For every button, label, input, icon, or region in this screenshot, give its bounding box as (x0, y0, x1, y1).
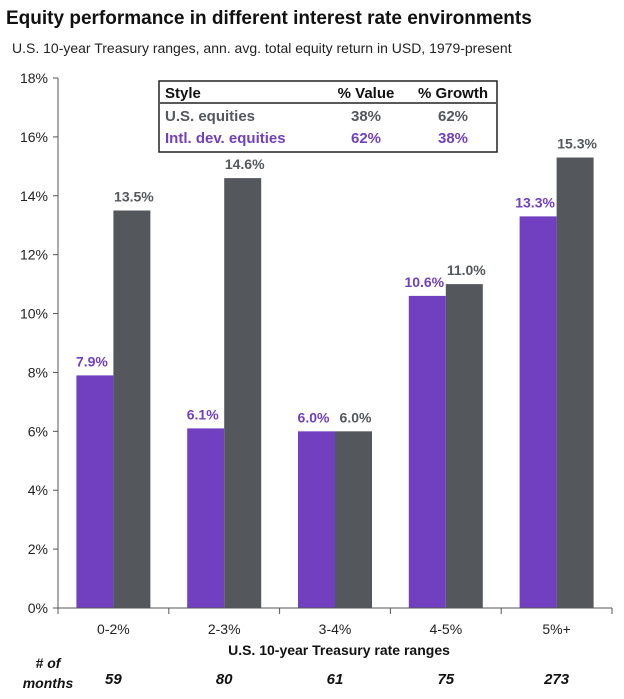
y-tick-label: 12% (20, 247, 48, 263)
style-table: Style % Value % Growth U.S. equities 38%… (158, 80, 498, 153)
x-category-label: 4-5% (429, 621, 462, 637)
data-label-growth: 15.3% (557, 136, 597, 152)
style-table-row-intl-value: 62% (351, 130, 381, 147)
data-label-growth: 11.0% (447, 262, 486, 278)
months-value: 273 (543, 671, 570, 688)
style-table-row-us-value: 38% (351, 108, 381, 125)
data-label-value: 13.3% (515, 194, 555, 210)
y-tick-label: 4% (28, 482, 48, 498)
style-table-border (158, 80, 498, 153)
bars: 7.9% 13.5% 6.1% 14.6% 6.0% 6.0% 10.6%11.0% 13.3… (76, 136, 597, 608)
y-axis: 0% 2% 4% 6% 8% 10% 12% 14% 16% 18% (20, 70, 59, 616)
months-value: 80 (216, 671, 233, 688)
x-category-label: 5%+ (542, 621, 570, 637)
style-table-row-intl-style: Intl. dev. equities (165, 130, 286, 147)
months-row: # of months 59 80 61 75 273 (23, 655, 570, 691)
y-tick-label: 6% (28, 423, 48, 439)
data-label-value: 6.0% (298, 409, 330, 425)
x-axis-label: U.S. 10-year Treasury rate ranges (228, 642, 450, 658)
y-tick-label: 2% (28, 541, 48, 557)
bar-growth (335, 431, 372, 608)
x-axis: 0-2% 2-3% 3-4% 4-5% 5%+ (57, 607, 613, 637)
x-category-label: 0-2% (97, 621, 130, 637)
bar-growth (556, 157, 594, 608)
bar-value (76, 375, 114, 608)
bar-growth (445, 284, 483, 608)
months-value: 59 (105, 671, 122, 688)
y-tick-label: 16% (20, 129, 48, 145)
style-table-header-growth: % Growth (418, 85, 488, 102)
bar-value (187, 428, 225, 608)
data-label-value: 10.6% (404, 274, 444, 290)
y-tick-label: 18% (20, 70, 48, 86)
months-value: 75 (437, 671, 454, 688)
x-category-label: 3-4% (319, 621, 352, 637)
style-table-row-intl-growth: 38% (438, 130, 468, 147)
bar-growth (224, 178, 262, 608)
months-label-line2: months (23, 675, 74, 691)
y-tick-label: 0% (28, 600, 48, 616)
y-tick-label: 14% (20, 188, 48, 204)
data-label-growth: 14.6% (225, 156, 265, 172)
chart-title: Equity performance in different interest… (6, 8, 532, 29)
months-value: 61 (327, 671, 344, 688)
x-category-label: 2-3% (208, 621, 241, 637)
style-table-row-us-growth: 62% (438, 108, 468, 125)
data-label-growth: 6.0% (340, 409, 372, 425)
y-tick-label: 10% (20, 306, 48, 322)
bar-value (519, 216, 557, 608)
style-table-header-value: % Value (338, 85, 395, 102)
data-label-value: 6.1% (187, 406, 219, 422)
style-table-row-us-style: U.S. equities (165, 108, 255, 125)
style-table-header-style: Style (165, 85, 201, 102)
data-label-value: 7.9% (76, 353, 108, 369)
bar-value (298, 431, 335, 608)
bar-value (408, 295, 446, 608)
chart-subtitle: U.S. 10-year Treasury ranges, ann. avg. … (12, 40, 512, 56)
months-label-line1: # of (36, 655, 62, 671)
data-label-growth: 13.5% (114, 189, 154, 205)
bar-growth (113, 210, 151, 608)
y-tick-label: 8% (28, 364, 48, 380)
